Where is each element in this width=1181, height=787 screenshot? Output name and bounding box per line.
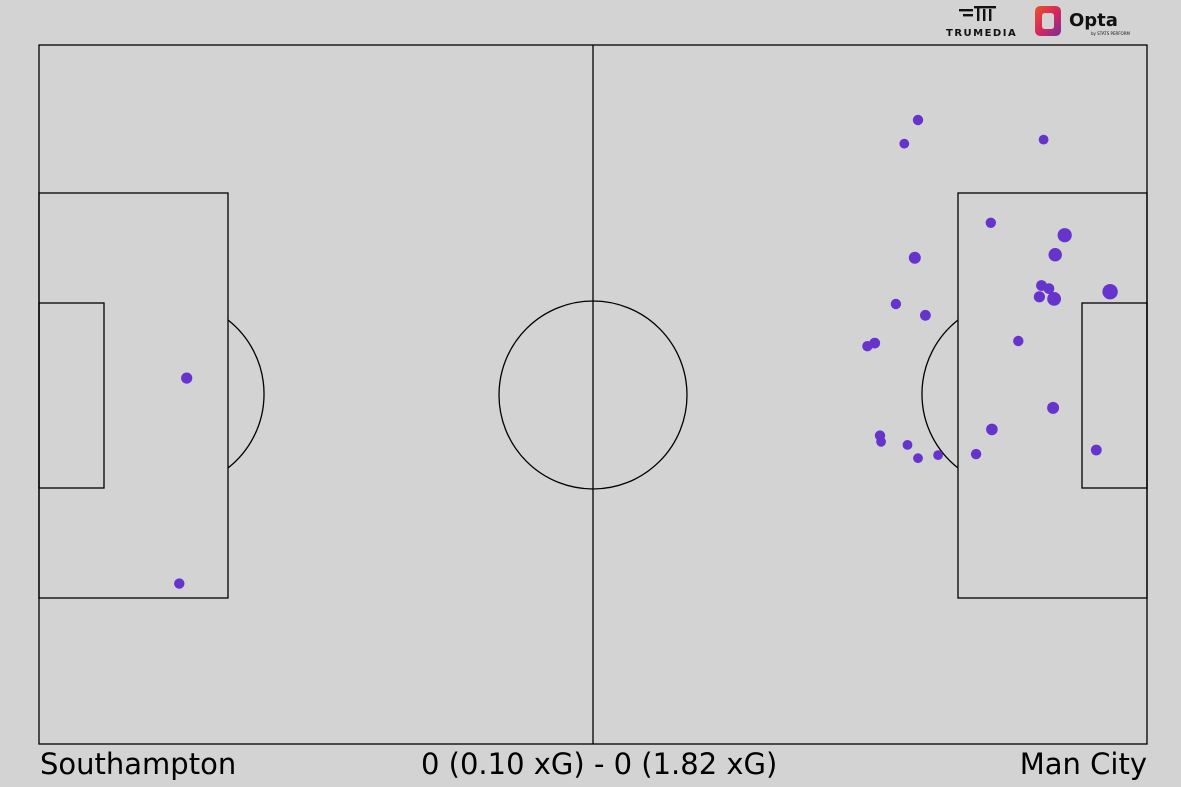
left-penalty-area xyxy=(38,192,229,599)
shot-point xyxy=(970,448,982,460)
shots xyxy=(174,114,1118,589)
left-six-yard-box xyxy=(38,302,105,489)
trumedia-mark-icon xyxy=(959,6,996,21)
shot-point xyxy=(933,450,943,460)
shot-point xyxy=(1047,292,1061,306)
away-team-label: Man City xyxy=(1019,747,1147,781)
centre-circle xyxy=(498,300,688,490)
trumedia-logo-text: TRUMEDIA xyxy=(946,28,1018,39)
shot-point xyxy=(913,453,923,464)
shot-point xyxy=(1013,335,1024,347)
shot-point xyxy=(890,298,902,310)
shot-point xyxy=(899,138,910,149)
shot-point xyxy=(1048,248,1062,262)
opta-mark-icon xyxy=(1035,6,1061,36)
right-penalty-arc xyxy=(921,319,959,469)
home-team-label: Southampton xyxy=(40,747,237,781)
shot-point xyxy=(181,372,193,384)
shot-point xyxy=(908,251,921,264)
left-penalty-arc xyxy=(227,319,265,469)
opta-logo-text: Opta xyxy=(1069,10,1118,31)
shot-point xyxy=(1033,291,1045,303)
shot-point xyxy=(876,436,886,447)
shot-point xyxy=(985,217,996,228)
shot-point xyxy=(920,309,931,321)
score-label: 0 (0.10 xG) - 0 (1.82 xG) xyxy=(421,747,778,781)
shot-point xyxy=(1038,134,1049,145)
shot-point xyxy=(1090,444,1102,456)
shot-point xyxy=(1057,228,1072,243)
right-six-yard-box xyxy=(1081,302,1148,489)
shot-point xyxy=(986,423,998,436)
shot-point xyxy=(1102,284,1118,300)
opta-logo-subtext: by STATS PERFORM xyxy=(1091,31,1130,36)
logos: TRUMEDIA Opta by STATS PERFORM xyxy=(943,4,1143,40)
shot-point xyxy=(1043,283,1055,294)
trumedia-logo: TRUMEDIA xyxy=(943,4,1023,40)
shot-point xyxy=(912,114,924,126)
shot-point xyxy=(862,341,873,352)
pitch-lines xyxy=(38,44,1148,745)
shot-point xyxy=(902,440,913,450)
shot-point xyxy=(1047,401,1060,414)
shot-point xyxy=(174,578,185,589)
opta-logo: Opta by STATS PERFORM xyxy=(1033,4,1143,40)
